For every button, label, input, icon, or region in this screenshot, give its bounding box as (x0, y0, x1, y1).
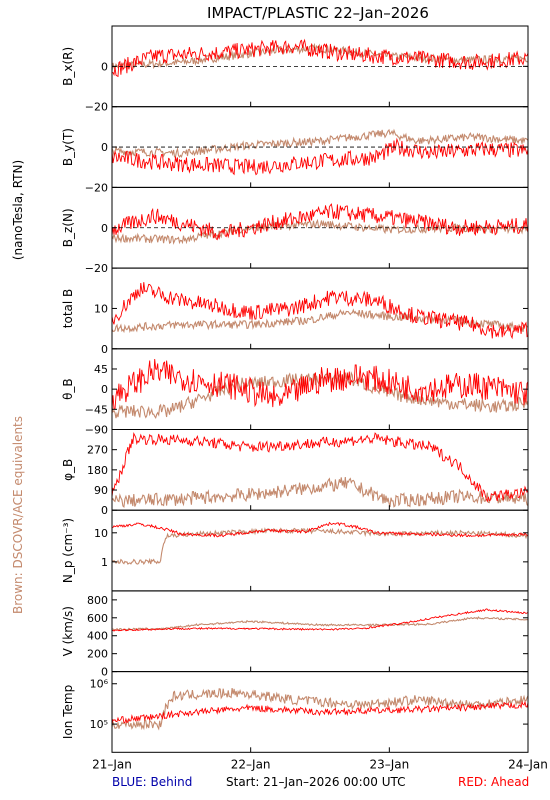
panel-4: 45 0 −45 −90 θ_B (61, 348, 529, 437)
x-tick-label-2: 23–Jan (369, 757, 409, 771)
panel-5-ytick-label-2: 90 (94, 484, 108, 497)
panel-5-line-1 (112, 432, 528, 503)
panel-6-series-1 (112, 521, 528, 538)
panel-6: 10 1 N_p (cm⁻³) (61, 509, 529, 592)
panel-2-line-1 (112, 203, 528, 241)
dscovr-label: Brown: DSCOVR/ACE equivalents (11, 416, 25, 614)
panel-2: 0 −20 B_z(N) (61, 186, 529, 275)
panel-7-ytick-label-3: 200 (87, 648, 108, 661)
x-tick-label-1: 22–Jan (231, 757, 271, 771)
panel-0-series-0 (112, 42, 528, 71)
panel-3-series-1 (112, 282, 528, 340)
panel-4-series-1 (112, 358, 528, 410)
panel-0: 0 −20 B_x(R) (61, 25, 529, 114)
panel-3-ytick-label-0: 10 (94, 302, 108, 315)
panel-6-ytick-label-1: 1 (101, 556, 108, 569)
panel-8-ytick-label-1: 10⁵ (90, 718, 108, 731)
panel-8-ytick-label-0: 10⁶ (90, 678, 109, 691)
panel-6-line-1 (112, 521, 528, 538)
panel-6-frame (111, 509, 529, 592)
panel-5-ytick-label-1: 180 (87, 464, 108, 477)
panel-2-series-1 (112, 203, 528, 241)
panel-5-series-1 (112, 432, 528, 503)
panel-3-line-0 (112, 308, 528, 334)
panel-2-ytick-label-1: −20 (85, 262, 108, 275)
panel-7-ylabel: V (km/s) (61, 606, 75, 656)
panel-4-ytick-label-0: 45 (94, 363, 108, 376)
panel-3: 10 0 total B (61, 267, 529, 356)
panel-8-frame (111, 671, 529, 753)
panel-5-series-0 (112, 476, 528, 509)
panel-3-ytick-label-1: 0 (101, 343, 108, 356)
panel-3-ylabel: total B (61, 289, 75, 329)
panel-4-ytick-label-1: 0 (101, 383, 108, 396)
panel-7-ytick-label-1: 600 (87, 612, 108, 625)
panel-0-ytick-label-0: 0 (101, 60, 108, 73)
panel-2-ylabel: B_z(N) (61, 208, 75, 247)
panel-0-ytick-label-1: −20 (85, 101, 108, 114)
panel-7-series-0 (112, 616, 528, 631)
chart-title: IMPACT/PLASTIC 22–Jan–2026 (207, 4, 429, 22)
panel-7: 800 600 400 200 0 V (km/s) (61, 590, 529, 679)
panel-4-ylabel: θ_B (61, 378, 75, 400)
panel-7-ytick-label-0: 800 (87, 594, 108, 607)
x-axis-ticks: 21–Jan 22–Jan 23–Jan 24–Jan (92, 757, 548, 771)
panel-5-ytick-label-0: 270 (87, 444, 108, 457)
panel-5: 270 180 90 0 φ_B (61, 429, 529, 517)
panel-5-ytick-label-3: 0 (101, 504, 108, 517)
panel-8-line-1 (112, 700, 528, 725)
panel-2-ytick-label-0: 0 (101, 222, 108, 235)
panel-7-line-0 (112, 616, 528, 631)
panel-8: 10⁶ 10⁵ Ion Temp (61, 671, 529, 753)
panel-1-ytick-label-1: −20 (85, 181, 108, 194)
panel-6-ytick-label-0: 10 (94, 527, 108, 540)
panel-7-series-1 (112, 608, 528, 632)
panel-7-ytick-label-4: 0 (101, 666, 108, 679)
panel-1-series-1 (112, 137, 528, 176)
panel-1-line-1 (112, 137, 528, 176)
x-tick-label-3: 24–Jan (508, 757, 548, 771)
panel-7-frame (111, 590, 529, 673)
panel-8-series-0 (112, 688, 528, 731)
footer-start: Start: 21–Jan–2026 00:00 UTC (226, 775, 405, 789)
panel-3-series-0 (112, 308, 528, 334)
panel-0-line-0 (112, 42, 528, 71)
panel-0-ylabel: B_x(R) (61, 47, 75, 86)
panel-5-line-0 (112, 476, 528, 509)
panel-1-ytick-label-0: 0 (101, 141, 108, 154)
panel-0-series-1 (112, 38, 528, 78)
units-label: (nanoTesla, RTN) (11, 160, 25, 260)
footer-ahead: RED: Ahead (458, 775, 529, 789)
panel-7-ytick-label-2: 400 (87, 630, 108, 643)
panel-1-ylabel: B_y(T) (61, 128, 75, 166)
panel-1: 0 −20 B_y(T) (61, 106, 529, 194)
panel-3-frame (111, 267, 529, 350)
panel-8-line-0 (112, 688, 528, 731)
panel-8-ylabel: Ion Temp (61, 685, 75, 739)
panel-4-ytick-label-2: −45 (85, 403, 108, 416)
panel-5-ylabel: φ_B (61, 459, 75, 481)
panel-6-ylabel: N_p (cm⁻³) (61, 518, 75, 583)
panel-1-line-0 (112, 128, 528, 159)
panel-8-series-1 (112, 700, 528, 725)
panel-3-line-1 (112, 282, 528, 340)
panel-1-series-0 (112, 128, 528, 159)
panel-4-ytick-label-3: −90 (85, 424, 108, 437)
panel-7-line-1 (112, 608, 528, 632)
x-tick-label-0: 21–Jan (92, 757, 132, 771)
footer-behind: BLUE: Behind (112, 775, 192, 789)
panel-0-line-1 (112, 38, 528, 78)
panel-4-line-1 (112, 358, 528, 410)
